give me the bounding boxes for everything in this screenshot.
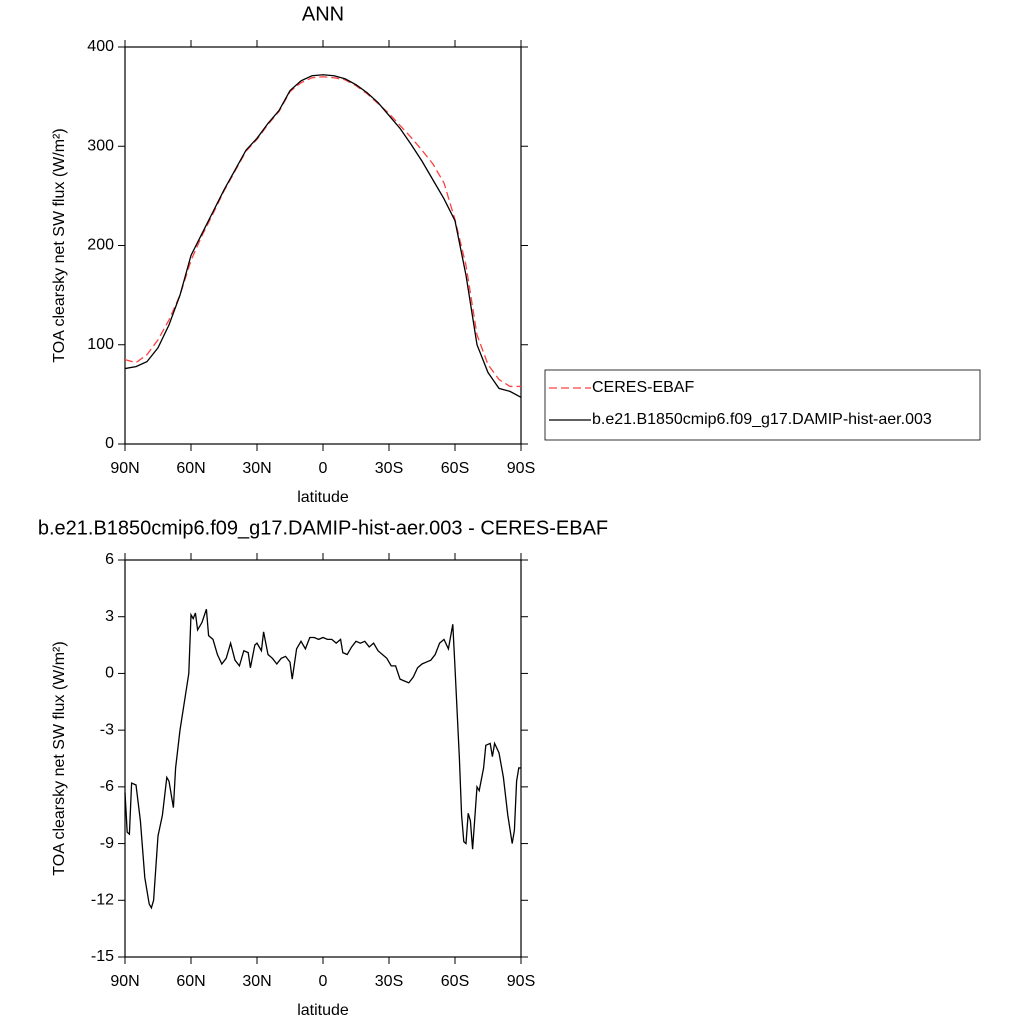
legend-label: b.e21.B1850cmip6.f09_g17.DAMIP-hist-aer.…: [592, 411, 932, 428]
x-tick-label: 0: [319, 460, 328, 477]
data-line: [124, 76, 521, 388]
y-tick-label: -9: [100, 835, 114, 852]
x-tick-label: 30S: [375, 460, 403, 477]
y-tick-label: -12: [91, 892, 114, 909]
y-tick-label: 0: [105, 665, 114, 682]
y-tick-label: -15: [91, 948, 114, 965]
x-tick-label: 0: [319, 973, 328, 990]
data-line: [124, 608, 521, 910]
x-axis-label: latitude: [297, 489, 349, 506]
x-tick-label: 60S: [441, 460, 469, 477]
y-tick-label: 200: [87, 237, 114, 254]
legend-box: [544, 369, 981, 441]
x-tick-label: 60N: [176, 973, 205, 990]
data-line: [124, 74, 522, 398]
y-axis-label: TOA clearsky net SW flux (W/m²): [51, 128, 68, 362]
x-tick-label: 90N: [110, 460, 139, 477]
y-tick-label: 100: [87, 336, 114, 353]
x-tick-label: 60S: [441, 973, 469, 990]
chart-title: b.e21.B1850cmip6.f09_g17.DAMIP-hist-aer.…: [38, 517, 608, 539]
y-tick-label: 6: [105, 551, 114, 568]
x-tick-label: 30S: [375, 973, 403, 990]
y-tick-label: 300: [87, 137, 114, 154]
chart-title: ANN: [302, 3, 344, 25]
y-axis-label: TOA clearsky net SW flux (W/m²): [51, 641, 68, 875]
x-tick-label: 60N: [176, 460, 205, 477]
y-tick-label: 400: [87, 38, 114, 55]
plot-frame: [124, 559, 522, 958]
y-tick-label: -3: [100, 721, 114, 738]
legend-label: CERES-EBAF: [592, 379, 694, 396]
x-axis-label: latitude: [297, 1002, 349, 1019]
x-tick-label: 30N: [242, 973, 271, 990]
y-tick-label: 0: [105, 435, 114, 452]
x-tick-label: 90S: [507, 460, 535, 477]
y-tick-label: -6: [100, 778, 114, 795]
y-tick-label: 3: [105, 608, 114, 625]
x-tick-label: 30N: [242, 460, 271, 477]
x-tick-label: 90S: [507, 973, 535, 990]
x-tick-label: 90N: [110, 973, 139, 990]
